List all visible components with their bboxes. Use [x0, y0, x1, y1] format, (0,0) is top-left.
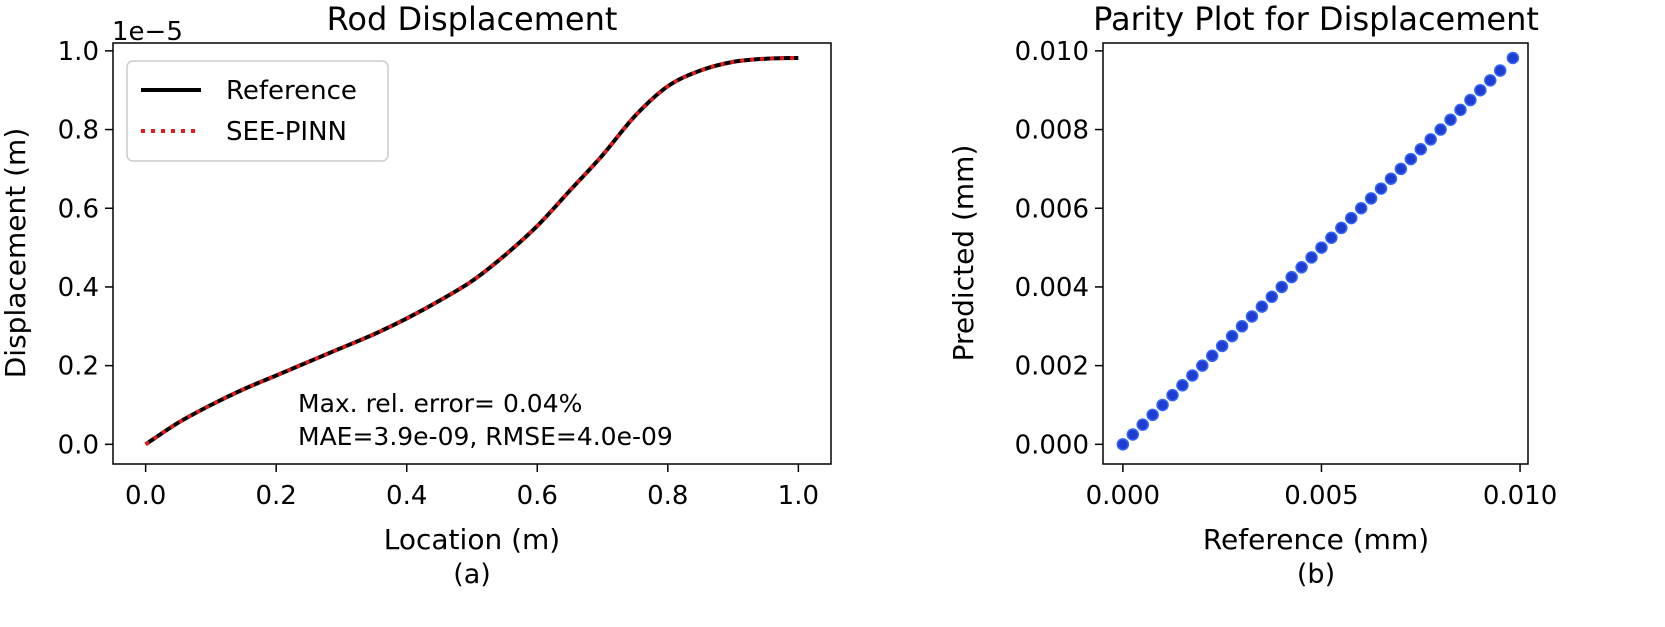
chart-b-y-tick-label: 0.004 — [1015, 273, 1089, 303]
chart-b-scatter-point — [1424, 133, 1437, 146]
legend-label-reference: Reference — [226, 76, 357, 106]
chart-b-scatter-point — [1186, 369, 1199, 382]
chart-a-annotation-mae-rmse: MAE=3.9e-09, RMSE=4.0e-09 — [298, 422, 673, 451]
chart-b-scatter-point — [1434, 123, 1447, 136]
chart-a-y-tick-label: 0.2 — [58, 352, 99, 382]
chart-a-frame — [112, 42, 832, 465]
legend-box — [126, 60, 389, 162]
chart-b-scatter-point — [1484, 74, 1497, 87]
chart-a-x-tick-label: 0.4 — [386, 481, 427, 511]
chart-b-scatter-point — [1325, 231, 1338, 245]
chart-b-scatter-point — [1156, 398, 1169, 412]
chart-b-y-tick-label: 0.000 — [1015, 430, 1089, 460]
chart-a-legend: Reference SEE-PINN — [126, 60, 389, 162]
chart-a-x-axis-label: Location (m) — [384, 523, 560, 556]
chart-b-x-tick-label: 0.000 — [1086, 481, 1160, 511]
chart-a-annotation-max-rel-error: Max. rel. error= 0.04% — [298, 389, 582, 418]
chart-b-scatter-point — [1255, 300, 1269, 313]
chart-a-x-tick-label: 0.8 — [647, 481, 688, 511]
chart-b-scatter-point — [1444, 113, 1457, 126]
chart-b-scatter-point — [1176, 379, 1189, 392]
chart-b-y-axis-label: Predicted (mm) — [947, 145, 980, 362]
chart-a-y-tick-label: 0.8 — [58, 116, 99, 146]
chart-b-frame — [1102, 42, 1529, 465]
chart-b-scatter-point — [1166, 388, 1179, 402]
chart-b-scatter-point — [1295, 261, 1308, 274]
chart-b-scatter-point — [1245, 310, 1259, 323]
chart-b-scatter-point — [1414, 142, 1428, 156]
chart-b-subcaption: (b) — [1297, 559, 1335, 590]
panel-a-rod-displacement: Rod Displacement 1e−5 0.0 0.2 0.4 0.6 0.8 1.0… — [0, 0, 832, 590]
chart-a-title: Rod Displacement — [327, 0, 618, 38]
chart-b-x-tick-label: 0.005 — [1284, 481, 1358, 511]
chart-b-scatter-point — [1225, 329, 1239, 343]
chart-b-scatter-point — [1364, 192, 1378, 205]
chart-b-scatter-point — [1506, 51, 1520, 65]
chart-a-y-tick-label: 1.0 — [58, 37, 99, 67]
chart-a-x-tick-label: 0.0 — [125, 481, 166, 511]
chart-b-scatter-point — [1464, 93, 1477, 107]
chart-a-y-tick-label: 0.4 — [58, 273, 99, 303]
chart-a-subcaption: (a) — [453, 559, 491, 590]
chart-b-y-tick-label: 0.008 — [1015, 116, 1089, 146]
chart-a-x-tick-label: 0.6 — [517, 481, 558, 511]
chart-b-scatter-point — [1394, 162, 1408, 176]
chart-b-scatter-point — [1354, 202, 1368, 215]
chart-b-scatter-point — [1335, 221, 1348, 235]
chart-b-scatter-point — [1215, 339, 1229, 353]
legend-label-see-pinn: SEE-PINN — [226, 117, 347, 147]
chart-b-scatter-point — [1493, 64, 1507, 77]
chart-b-scatter-point — [1116, 438, 1130, 451]
chart-b-title: Parity Plot for Displacement — [1093, 0, 1539, 38]
chart-b-scatter-point — [1235, 320, 1249, 333]
chart-a-y-tick-label: 0.0 — [58, 430, 99, 460]
chart-b-scatter-point — [1265, 290, 1279, 304]
chart-b-y-tick-label: 0.002 — [1015, 352, 1089, 382]
chart-a-y-axis-label: Displacement (m) — [0, 128, 32, 379]
chart-b-scatter-point — [1404, 152, 1418, 166]
chart-b-scatter-point — [1275, 280, 1288, 294]
chart-b-scatter-point — [1146, 408, 1159, 422]
chart-a-x-tick-label: 1.0 — [778, 481, 819, 511]
chart-b-scatter-point — [1205, 349, 1219, 363]
chart-b-scatter-point — [1305, 251, 1318, 264]
chart-a-x-tick-label: 0.2 — [256, 481, 297, 511]
chart-b-scatter-point — [1344, 211, 1358, 225]
chart-b-scatter-point — [1285, 270, 1298, 284]
chart-b-scatter-point — [1384, 172, 1398, 185]
chart-b-scatter-point — [1474, 83, 1487, 97]
chart-b-scatter-point — [1196, 359, 1209, 372]
chart-b-y-tick-label: 0.006 — [1015, 194, 1089, 224]
chart-a-series-see-pinn-line — [144, 55, 799, 446]
chart-b-scatter-point — [1136, 418, 1149, 431]
chart-b-scatter-point — [1315, 241, 1328, 254]
chart-b-x-axis-label: Reference (mm) — [1203, 523, 1429, 556]
chart-b-x-tick-label: 0.010 — [1483, 481, 1557, 511]
chart-a-y-tick-label: 0.6 — [58, 194, 99, 224]
chart-b-scatter-point — [1374, 182, 1388, 195]
chart-a-y-offset-label: 1e−5 — [112, 17, 183, 47]
chart-b-y-tick-label: 0.010 — [1015, 37, 1089, 67]
chart-b-scatter-point — [1454, 103, 1467, 117]
panel-b-parity-plot: Parity Plot for Displacement 0.000 0.005 0… — [947, 0, 1557, 590]
chart-b-scatter-point — [1126, 428, 1140, 441]
